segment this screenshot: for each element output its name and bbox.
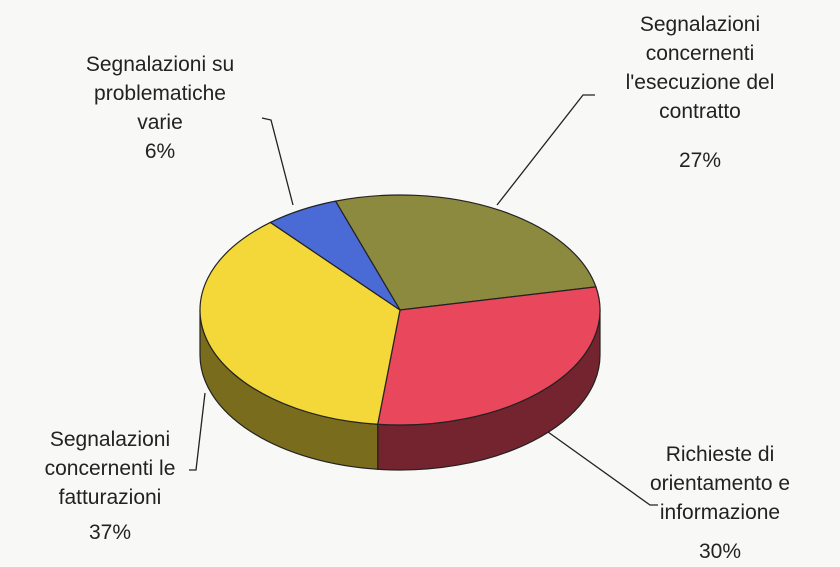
slice-percent: 37% xyxy=(88,521,132,544)
slice xyxy=(376,286,601,426)
slice-label: Segnalazioni concernenti l'esecuzione de… xyxy=(625,13,775,123)
leader-line xyxy=(547,431,658,506)
slice xyxy=(334,194,597,311)
slice-label: Richieste di orientamento e informazione xyxy=(649,443,791,524)
slice-label: Segnalazioni su problematiche varie xyxy=(85,53,235,134)
slice-percent: 6% xyxy=(144,140,176,163)
pie xyxy=(199,194,601,471)
slice xyxy=(199,221,401,425)
leader-line xyxy=(496,94,595,206)
slice-label: Segnalazioni concernenti le fatturazioni xyxy=(44,428,176,509)
leader-line xyxy=(189,392,206,471)
slice xyxy=(269,200,401,311)
leader-line xyxy=(261,117,294,206)
slice-percent: 27% xyxy=(678,149,722,172)
slice-percent: 30% xyxy=(698,540,742,563)
